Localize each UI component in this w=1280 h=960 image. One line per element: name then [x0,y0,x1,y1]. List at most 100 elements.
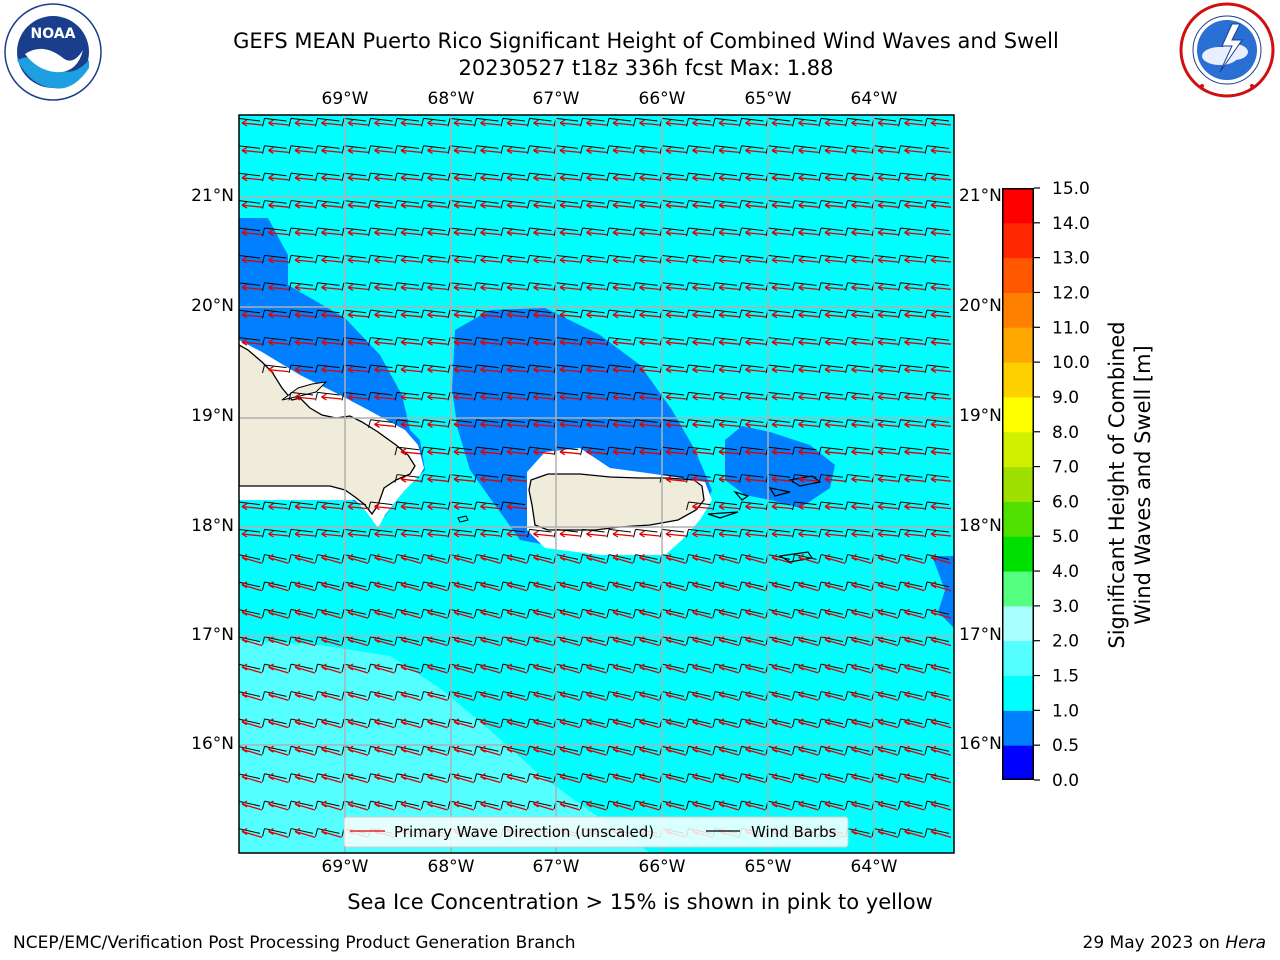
wave-direction-arrow [612,311,634,319]
wave-direction-arrow [559,338,581,346]
wave-direction-arrow [533,745,554,756]
wind-barb [500,282,526,291]
wave-direction-arrow [374,366,395,374]
wave-direction-arrow [930,146,952,154]
wind-barb [368,145,393,154]
wind-barb [474,337,499,346]
wave-direction-arrow [268,503,289,511]
wave-direction-arrow [877,201,899,209]
wind-barb [341,364,367,374]
wave-direction-arrow [347,174,369,182]
wind-barb [341,282,367,291]
wind-barb [527,773,552,782]
wind-barb [288,663,314,673]
lon-label-top: 65°W [744,89,792,109]
wave-direction-arrow [268,256,289,264]
wave-direction-arrow [745,174,766,182]
wave-direction-arrow [294,119,316,127]
wind-barb [580,581,605,591]
wind-barb [315,501,340,511]
wave-direction-arrow [268,690,289,702]
wave-direction-arrow [930,366,952,374]
wave-direction-arrow [347,745,369,756]
wave-direction-arrow [427,553,448,565]
wave-direction-arrow [692,718,713,729]
wind-barb [606,800,632,810]
wind-barb [239,800,261,807]
colorbar-ticks: 0.0 0.5 1.0 1.5 2.0 3.0 4.0 5.0 6.0 7.0 8.0 9.0 10.0… [1034,179,1104,791]
wave-direction-arrow [294,581,316,592]
wave-direction-arrow [427,718,448,729]
wave-direction-arrow [798,256,819,264]
wave-direction-arrow [347,256,369,264]
wave-direction-arrow [321,229,342,237]
wave-direction-arrow [692,229,713,237]
wave-direction-arrow [692,690,713,702]
wave-direction-arrow [930,581,952,592]
wind-barb [262,117,287,127]
wind-barb [818,117,844,127]
wave-direction-arrow [877,690,899,702]
wind-barb [341,145,367,154]
wind-barb [818,446,844,456]
wind-barb [239,200,261,204]
wind-barb [633,364,658,374]
footer-date-text: 29 May 2023 on [1082,933,1226,953]
wind-barb [262,663,287,673]
wave-direction-arrow [480,636,501,647]
wave-direction-arrow [718,338,740,346]
wave-direction-arrow [347,503,369,511]
wind-barb [447,745,473,755]
wind-barb [845,391,870,401]
wave-direction-arrow [771,146,793,154]
wind-barb [739,636,764,645]
wind-barb [792,117,817,127]
wind-barb [315,800,340,810]
wind-barb [341,636,367,645]
wave-direction-arrow [480,503,501,511]
wave-direction-arrow [480,475,501,483]
wind-barb [368,364,393,374]
wind-barb [288,309,314,319]
wind-barb [474,718,499,728]
wind-barb [633,227,658,237]
wave-direction-arrow [639,553,660,565]
wave-direction-arrow [718,773,740,784]
wave-direction-arrow [321,827,342,839]
wave-direction-arrow [586,174,607,182]
wind-barb [686,745,711,755]
wind-barb [845,501,870,511]
wave-direction-arrow [851,338,872,346]
wave-direction-arrow [771,718,793,729]
wind-barb [686,227,711,237]
wave-direction-arrow [480,745,501,756]
lon-label-bottom: 64°W [850,857,898,877]
wind-barb [288,800,314,810]
wind-barb [845,474,870,483]
wind-barb [315,718,340,728]
wind-barb [262,227,287,237]
wave-direction-arrow [930,283,952,291]
wind-barb [686,309,711,319]
wave-direction-arrow [506,448,528,456]
wave-direction-arrow [930,119,952,127]
wind-barb [792,254,817,264]
lat-label-right: 20°N [959,296,1002,316]
wind-barb [394,718,420,728]
lon-label-bottom: 65°W [744,857,792,877]
wind-barb [315,117,340,127]
wind-barb [500,337,526,346]
wind-barb [686,391,711,401]
wave-direction-arrow [241,553,263,565]
wave-direction-arrow [824,256,846,264]
wave-direction-arrow [559,448,581,456]
lon-label-top: 67°W [532,89,580,109]
wind-barb [686,337,711,346]
wind-barb [686,663,711,673]
wave-direction-arrow [824,745,846,756]
wave-direction-arrow [665,420,687,428]
wind-barb [527,172,552,182]
wind-barb [394,581,420,591]
lat-label-right: 16°N [959,734,1002,754]
wave-direction-arrow [612,229,634,237]
